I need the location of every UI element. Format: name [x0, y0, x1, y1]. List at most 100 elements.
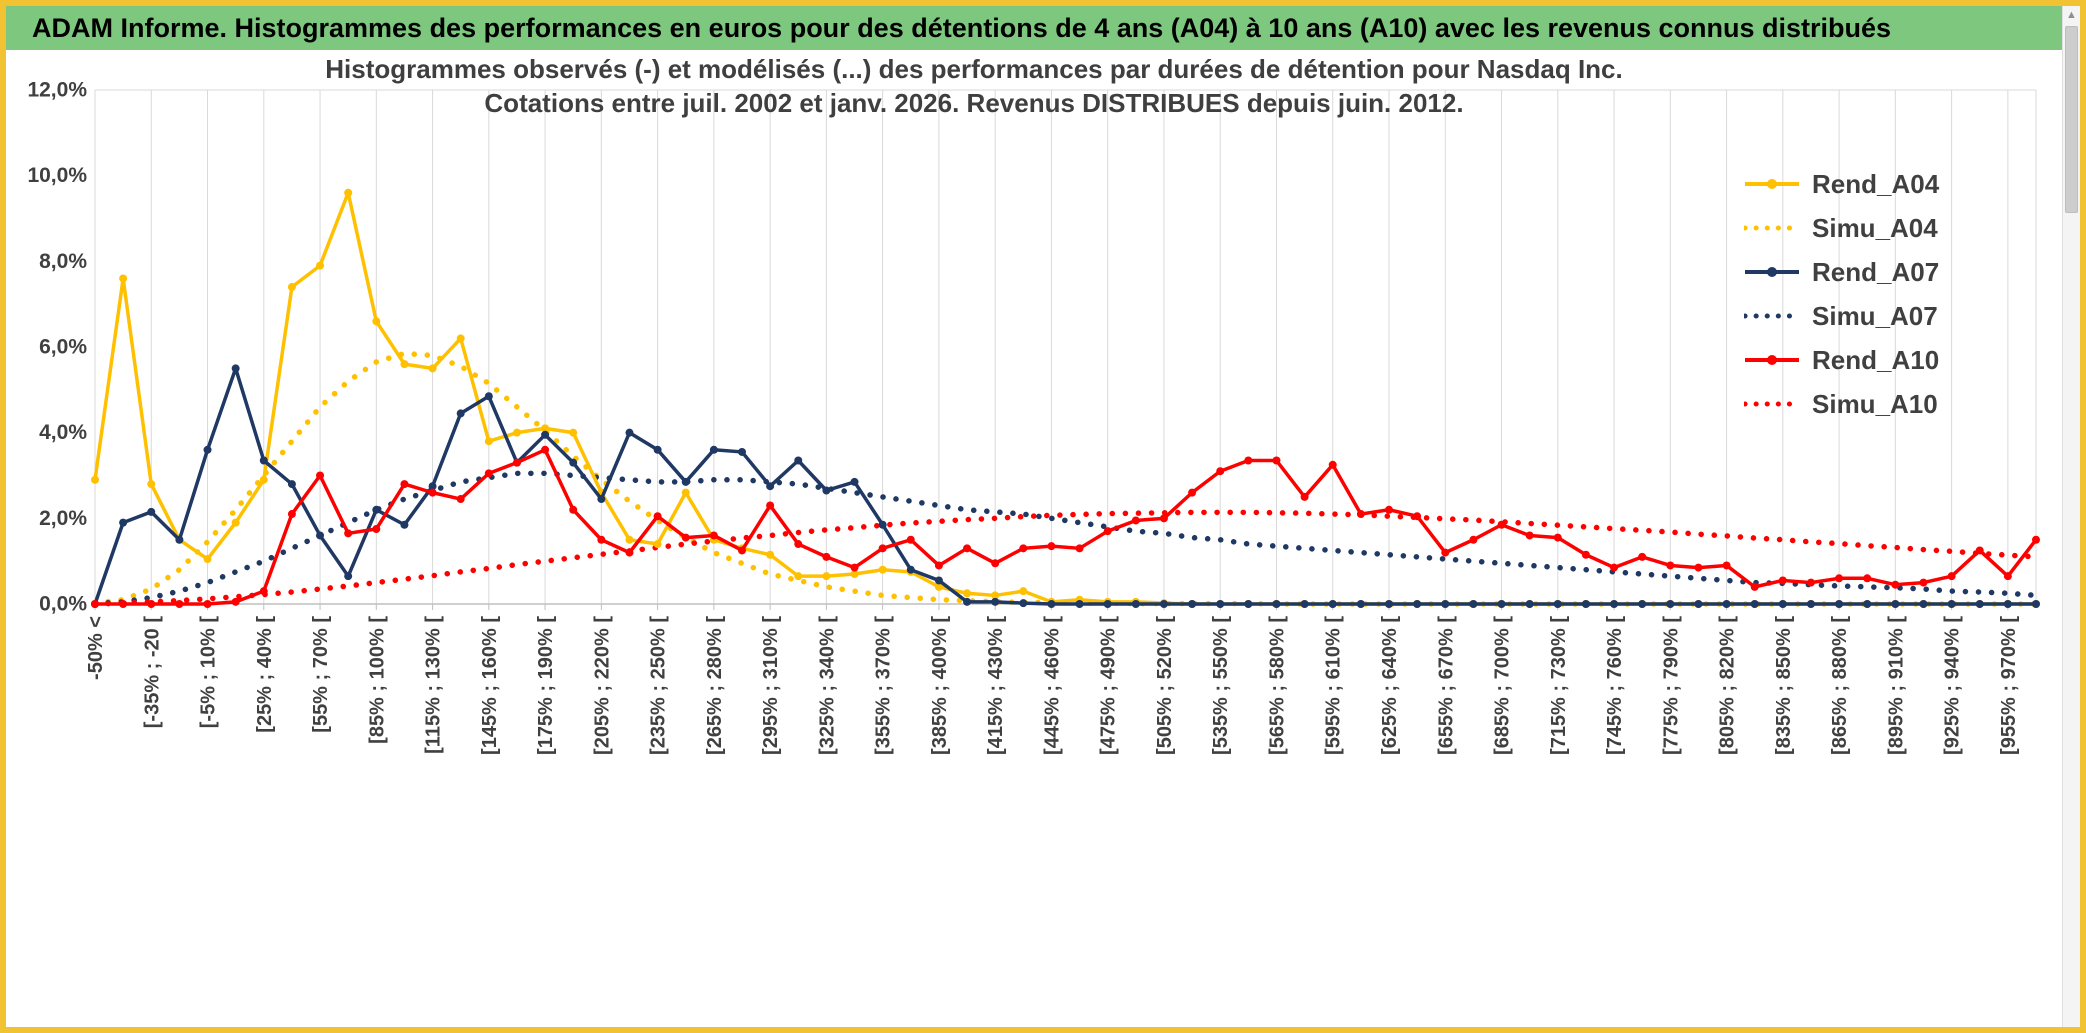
series-marker-Rend_A07	[1610, 600, 1619, 608]
series-marker-Rend_A10	[963, 544, 972, 553]
series-marker-Rend_A07	[906, 565, 915, 574]
series-marker-Rend_A10	[1413, 512, 1422, 521]
series-marker-Rend_A04	[850, 570, 859, 579]
series-marker-Rend_A10	[1638, 552, 1647, 561]
x-tick-label: [295% ; 310% [	[760, 616, 782, 755]
x-tick-label: [925% ; 940% [	[1942, 616, 1964, 755]
series-marker-Rend_A07	[569, 458, 578, 467]
series-marker-Rend_A07	[316, 531, 325, 540]
series-marker-Rend_A04	[934, 582, 943, 591]
x-tick-label: [205% ; 220% [	[591, 616, 613, 755]
series-marker-Rend_A10	[541, 445, 550, 454]
series-marker-Rend_A10	[372, 525, 381, 534]
legend-item-Simu_A04[interactable]: Simu_A04	[1744, 206, 1939, 250]
series-marker-Rend_A04	[147, 480, 156, 489]
series-marker-Rend_A07	[1891, 600, 1900, 608]
scrollbar-up-arrow[interactable]: ▲	[2066, 9, 2077, 21]
series-marker-Rend_A07	[822, 486, 831, 495]
series-marker-Rend_A04	[991, 591, 1000, 600]
legend-item-Rend_A04[interactable]: Rend_A04	[1744, 162, 1939, 206]
legend-item-Simu_A10[interactable]: Simu_A10	[1744, 382, 1939, 426]
x-tick-label: [535% ; 550% [	[1210, 616, 1232, 755]
scrollbar-thumb[interactable]	[2065, 26, 2078, 213]
series-marker-Rend_A07	[1188, 600, 1197, 608]
series-marker-Rend_A07	[991, 597, 1000, 606]
series-marker-Rend_A10	[1103, 527, 1112, 536]
series-marker-Rend_A10	[1244, 456, 1253, 465]
x-tick-label: [505% ; 520% [	[1154, 616, 1176, 755]
series-marker-Rend_A10	[1075, 544, 1084, 553]
series-marker-Rend_A10	[878, 544, 887, 553]
series-marker-Rend_A10	[653, 512, 662, 521]
legend-item-Rend_A10[interactable]: Rend_A10	[1744, 338, 1939, 382]
series-marker-Rend_A07	[1638, 600, 1647, 608]
series-marker-Rend_A10	[766, 501, 775, 510]
x-tick-label: [265% ; 280% [	[704, 616, 726, 755]
sheet-content: ADAM Informe. Histogrammes des performan…	[6, 6, 2062, 1027]
series-marker-Rend_A07	[681, 477, 690, 486]
series-marker-Rend_A04	[878, 565, 887, 574]
series-marker-Rend_A10	[1188, 488, 1197, 497]
series-marker-Rend_A10	[1216, 467, 1225, 476]
series-marker-Rend_A07	[1525, 600, 1534, 608]
x-tick-label: [835% ; 850% [	[1773, 616, 1795, 755]
x-tick-label: [475% ; 490% [	[1098, 616, 1120, 755]
series-marker-Rend_A04	[963, 589, 972, 598]
series-marker-Rend_A07	[1919, 600, 1928, 608]
series-marker-Rend_A04	[119, 274, 128, 283]
series-marker-Rend_A10	[850, 563, 859, 572]
series-marker-Rend_A04	[203, 555, 212, 564]
legend-item-Simu_A07[interactable]: Simu_A07	[1744, 294, 1939, 338]
x-tick-label: [805% ; 820% [	[1717, 616, 1739, 755]
legend-dotted-line-sample	[1744, 313, 1800, 319]
series-line-Rend_A07	[93, 366, 2036, 606]
series-marker-Rend_A10	[569, 505, 578, 514]
series-marker-Rend_A07	[1947, 600, 1956, 608]
series-marker-Rend_A04	[91, 475, 99, 484]
x-tick-label: -50% <	[85, 616, 107, 680]
chart-title: Histogrammes observés (-) et modélisés (…	[6, 52, 1942, 120]
series-marker-Rend_A07	[1722, 600, 1731, 608]
x-tick-label: [115% ; 130% [	[423, 616, 445, 754]
series-marker-Rend_A04	[625, 535, 634, 544]
series-marker-Rend_A10	[1581, 550, 1590, 559]
series-marker-Rend_A04	[541, 424, 550, 433]
legend-label: Simu_A07	[1812, 300, 1938, 331]
series-marker-Rend_A07	[1778, 600, 1787, 608]
series-marker-Rend_A10	[1553, 533, 1562, 542]
series-marker-Rend_A10	[597, 535, 606, 544]
series-marker-Rend_A04	[259, 475, 268, 484]
series-marker-Rend_A07	[1666, 600, 1675, 608]
series-marker-Rend_A10	[822, 552, 831, 561]
series-marker-Rend_A04	[316, 261, 325, 270]
series-marker-Rend_A07	[1750, 600, 1759, 608]
series-marker-Rend_A04	[794, 572, 803, 581]
vertical-scrollbar[interactable]: ▲	[2062, 6, 2080, 1027]
series-marker-Rend_A07	[2032, 600, 2040, 608]
series-marker-Rend_A04	[569, 428, 578, 437]
series-marker-Rend_A07	[1441, 600, 1450, 608]
series-marker-Rend_A10	[1947, 572, 1956, 581]
series-marker-Rend_A10	[428, 488, 437, 497]
legend-label: Rend_A04	[1812, 168, 1940, 199]
chart-area: 12,0% 10,0% 8,0% 6,0% 4,0% 2,0% 0,0% -50% < [-35…	[6, 50, 2062, 1027]
x-tick-label: [445% ; 460% [	[1041, 616, 1063, 755]
y-tick-label: 8,0%	[39, 250, 87, 273]
series-marker-Rend_A07	[1300, 600, 1309, 608]
legend-label: Rend_A10	[1812, 344, 1940, 375]
x-tick-label: [-5% ; 10% [	[198, 616, 220, 729]
series-line-Simu_A07	[92, 470, 2039, 607]
x-tick-label: [715% ; 730% [	[1548, 616, 1570, 755]
series-marker-Rend_A07	[1863, 600, 1872, 608]
series-marker-Rend_A07	[1385, 600, 1393, 608]
series-marker-Rend_A10	[1919, 578, 1928, 587]
y-tick-label: 0,0%	[39, 593, 87, 616]
series-marker-Rend_A10	[344, 529, 353, 538]
series-marker-Rend_A10	[1975, 546, 1984, 555]
series-marker-Rend_A10	[794, 540, 803, 549]
series-marker-Rend_A10	[259, 587, 268, 596]
series-marker-Rend_A10	[91, 600, 99, 608]
legend-item-Rend_A07[interactable]: Rend_A07	[1744, 250, 1939, 294]
series-marker-Rend_A07	[766, 482, 775, 491]
